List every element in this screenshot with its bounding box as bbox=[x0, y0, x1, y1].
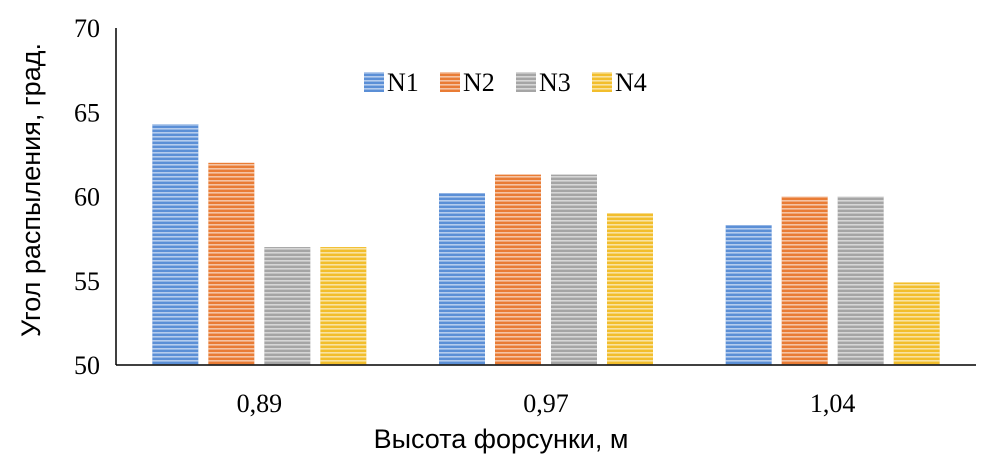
bar-stripes-n4-2 bbox=[893, 282, 940, 365]
bar-stripes-n2-1 bbox=[495, 174, 541, 365]
x-tick-label: 0,89 bbox=[237, 389, 283, 418]
bar-stripes-n1-0 bbox=[152, 124, 199, 365]
bar-stripes-n1-1 bbox=[439, 193, 485, 365]
x-axis-title: Высота форсунки, м bbox=[374, 424, 629, 454]
x-tick-labels: 0,89 0,97 1,04 bbox=[237, 389, 856, 418]
legend-swatch-stripes-n2 bbox=[440, 72, 460, 92]
bar-stripes-n3-0 bbox=[264, 247, 311, 365]
bar-stripes-n4-0 bbox=[320, 247, 367, 365]
bar-stripes-n4-1 bbox=[607, 213, 653, 365]
y-tick-label: 70 bbox=[74, 14, 100, 43]
legend-label-n3: N3 bbox=[539, 68, 571, 97]
legend-label-n2: N2 bbox=[463, 68, 495, 97]
x-tick-label: 1,04 bbox=[810, 389, 856, 418]
bar-stripes-n2-0 bbox=[208, 162, 255, 365]
legend-swatch-stripes-n1 bbox=[364, 72, 384, 92]
bar-stripes-n1-2 bbox=[725, 225, 772, 365]
y-tick-label: 65 bbox=[74, 98, 100, 127]
legend-label-n1: N1 bbox=[387, 68, 419, 97]
x-tick-label: 0,97 bbox=[523, 389, 569, 418]
y-tick-label: 60 bbox=[74, 183, 100, 212]
bars-group bbox=[152, 124, 940, 365]
bar-stripes-n3-2 bbox=[837, 196, 884, 365]
legend-swatch-stripes-n4 bbox=[592, 72, 612, 92]
y-tick-label: 55 bbox=[74, 267, 100, 296]
legend-label-n4: N4 bbox=[615, 68, 647, 97]
bar-stripes-n3-1 bbox=[551, 174, 597, 365]
legend-swatch-stripes-n3 bbox=[516, 72, 536, 92]
bar-stripes-n2-2 bbox=[781, 196, 828, 365]
y-axis-title: Угол распыления, град. bbox=[16, 43, 46, 337]
y-tick-label: 50 bbox=[74, 351, 100, 380]
legend: N1 N2 N3 N4 bbox=[364, 68, 647, 97]
y-tick-labels: 50 55 60 65 70 bbox=[74, 14, 100, 380]
